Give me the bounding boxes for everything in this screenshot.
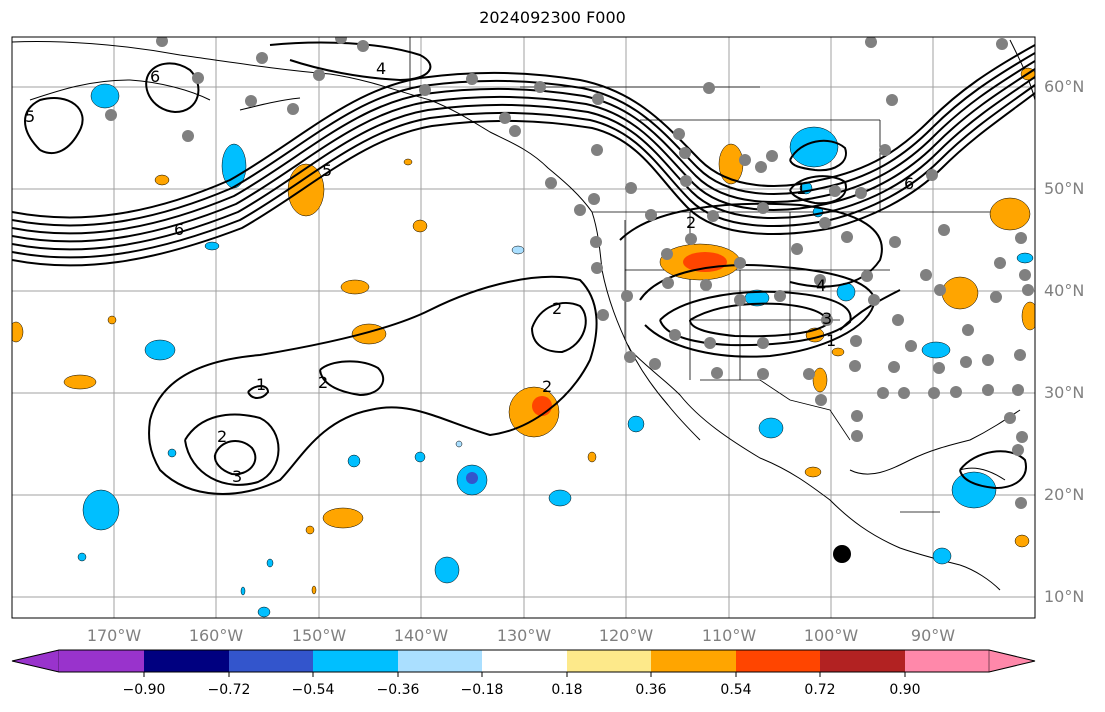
colorbar-segment — [229, 650, 313, 672]
lon-label: 110°W — [701, 626, 757, 645]
colorbar-segment — [144, 650, 229, 672]
map-frame — [11, 36, 1036, 619]
lon-label: 90°W — [910, 626, 956, 645]
contour-label: 5 — [25, 107, 35, 126]
contour-lines — [12, 41, 1035, 495]
contour-label: 2 — [217, 427, 227, 446]
colorbar-segment — [905, 650, 989, 672]
colorbar-segment — [59, 650, 144, 672]
colorbar-tick-label: 0.54 — [720, 682, 752, 698]
anomaly-patches — [12, 67, 1035, 618]
storm-marker — [833, 545, 851, 563]
contour-label: 4 — [816, 276, 826, 295]
colorbar-high-arrow — [988, 649, 1036, 673]
colorbar-tick-label: −0.18 — [460, 682, 504, 698]
contour-label: 2 — [318, 373, 328, 392]
lon-label: 130°W — [496, 626, 552, 645]
colorbar-tick-label: −0.72 — [207, 682, 251, 698]
colorbar-segment — [398, 650, 482, 672]
colorbar-low-arrow — [11, 649, 60, 673]
lon-label: 120°W — [598, 626, 654, 645]
colorbar-tick-label: −0.90 — [122, 682, 166, 698]
colorbar-segment — [482, 650, 567, 672]
colorbar-segment — [736, 650, 820, 672]
lat-label: 30°N — [1044, 383, 1085, 402]
colorbar-tick-label: 0.72 — [804, 682, 836, 698]
lon-label: 100°W — [803, 626, 859, 645]
contour-label: 1 — [796, 179, 806, 198]
contour-label: 4 — [376, 59, 386, 78]
lon-label: 150°W — [291, 626, 347, 645]
colorbar-tick-label: −0.54 — [291, 682, 335, 698]
contour-label: 6 — [174, 220, 184, 239]
lat-label: 10°N — [1044, 587, 1085, 606]
colorbar-tick-label: 0.18 — [551, 682, 583, 698]
colorbar-outline — [11, 649, 1036, 673]
lat-label: 20°N — [1044, 485, 1085, 504]
lat-label: 60°N — [1044, 77, 1085, 96]
colorbar-ticks — [143, 672, 906, 677]
colorbar-tick-label: 0.90 — [889, 682, 921, 698]
colorbar-segment — [567, 650, 651, 672]
contour-label: 1 — [256, 375, 266, 394]
lat-label: 50°N — [1044, 179, 1085, 198]
colorbar-segment — [651, 650, 736, 672]
lon-label: 170°W — [86, 626, 142, 645]
colorbar-segment — [313, 650, 398, 672]
colorbar-tick-label: 0.36 — [635, 682, 667, 698]
colorbar — [11, 649, 1036, 677]
contour-label: 2 — [542, 377, 552, 396]
contour-label: 6 — [904, 174, 914, 193]
station-markers — [105, 37, 1034, 509]
lon-label: 160°W — [188, 626, 244, 645]
contour-label: 6 — [150, 67, 160, 86]
borders — [409, 37, 990, 513]
lon-label: 140°W — [393, 626, 449, 645]
contour-label: 3 — [822, 309, 832, 328]
colorbar-segment — [820, 650, 905, 672]
contour-label: 5 — [322, 161, 332, 180]
lat-label: 40°N — [1044, 281, 1085, 300]
graticule — [12, 37, 1035, 618]
contour-label: 2 — [552, 299, 562, 318]
map-title: 2024092300 F000 — [479, 8, 626, 27]
colorbar-tick-label: −0.36 — [376, 682, 420, 698]
contour-label-group: 6 4 5 5 6 2 2 2 1 2 2 3 1 4 3 6 1 — [25, 59, 914, 486]
contour-label: 1 — [826, 331, 836, 350]
contour-label: 3 — [232, 467, 242, 486]
contour-label: 2 — [686, 213, 696, 232]
